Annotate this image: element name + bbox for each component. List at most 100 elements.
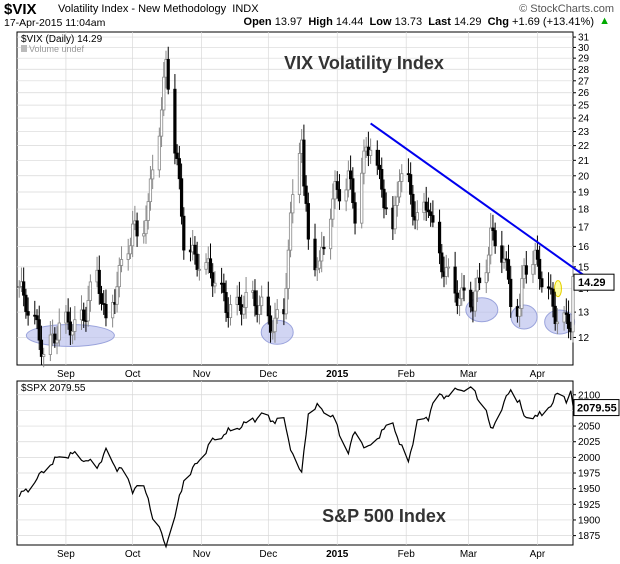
candle-body	[315, 267, 319, 271]
candle	[128, 237, 133, 259]
y-tick-label: 20	[578, 171, 590, 182]
vix-last-value-box	[573, 273, 615, 291]
candle-body	[500, 245, 504, 263]
candle	[337, 174, 342, 210]
candle	[380, 157, 384, 198]
candle-body	[182, 215, 186, 251]
candle-body	[382, 188, 386, 209]
candle-body	[564, 312, 568, 315]
candle-body	[344, 189, 348, 202]
candle	[546, 272, 551, 300]
timestamp: 17-Apr-2015 11:04am	[4, 17, 106, 29]
candle-body	[111, 302, 115, 319]
candle-body	[489, 227, 493, 256]
candle	[48, 321, 52, 362]
candle	[571, 262, 575, 343]
candle	[17, 280, 21, 298]
candle	[224, 280, 228, 322]
candle-body	[384, 207, 388, 210]
candle-body	[253, 290, 257, 307]
candle	[493, 222, 497, 254]
candle	[244, 276, 248, 319]
candle-body	[197, 268, 201, 271]
candle-body	[369, 149, 373, 156]
symbol-description: Volatility Index - New Methodology INDX	[58, 3, 259, 15]
candle	[182, 207, 186, 260]
candle	[411, 185, 415, 226]
candle	[204, 253, 208, 275]
candle-body	[351, 178, 355, 204]
candle	[431, 200, 435, 228]
candle	[173, 74, 177, 165]
candle	[148, 166, 153, 211]
candle	[119, 246, 124, 273]
candle-body	[266, 296, 270, 317]
candle-body	[437, 221, 442, 254]
y-tick-label: 22	[578, 141, 590, 152]
candle-body	[473, 290, 477, 312]
chart-header: $VIX Volatility Index - New Methodology …	[0, 0, 620, 30]
candle	[331, 183, 335, 227]
x-tick-label: Feb	[398, 549, 416, 560]
y-tick-label: 2025	[578, 437, 601, 448]
chg-value: +1.69 (+13.41%)	[512, 16, 594, 28]
candle	[549, 274, 553, 295]
candle-body	[286, 249, 290, 289]
candle	[344, 178, 348, 212]
candle	[562, 305, 566, 331]
candle	[491, 214, 495, 241]
x-tick-label: Nov	[193, 549, 211, 560]
x-tick-label: Dec	[259, 369, 277, 380]
y-tick-label: 31	[578, 33, 590, 44]
candle	[564, 298, 568, 324]
candle	[384, 192, 388, 215]
x-tick-label: Apr	[530, 369, 546, 380]
candle	[111, 294, 115, 328]
candle	[306, 192, 310, 250]
candle-body	[400, 173, 404, 182]
symbol: $VIX	[4, 1, 37, 18]
candle-body	[306, 203, 310, 240]
candle-body	[317, 260, 322, 269]
candle-body	[82, 309, 86, 321]
chg-label: Chg	[487, 16, 509, 28]
vix-annotation: VIX Volatility Index	[284, 53, 444, 73]
candle-body	[337, 189, 342, 202]
candle-body	[475, 277, 479, 292]
candle	[86, 285, 90, 327]
candle-body	[177, 158, 181, 180]
candle-body	[360, 172, 364, 224]
candle-body	[380, 169, 384, 190]
candle	[302, 124, 306, 196]
y-tick-label: 16	[578, 242, 590, 253]
candle-body	[566, 314, 571, 329]
candle-body	[26, 311, 30, 316]
candle	[333, 170, 337, 210]
candle	[395, 181, 399, 217]
candle-body	[222, 282, 226, 293]
candle-body	[22, 281, 26, 296]
candle	[82, 302, 86, 328]
candle	[71, 324, 75, 345]
candle	[502, 245, 506, 269]
candle-body	[115, 286, 119, 305]
candle-body	[397, 181, 402, 198]
candle-body	[431, 215, 435, 223]
candle-body	[535, 249, 540, 260]
candle-body	[304, 185, 308, 204]
x-tick-label: Mar	[460, 549, 478, 560]
candle-body	[322, 246, 326, 250]
candle	[509, 265, 513, 318]
candle	[369, 138, 373, 164]
candle	[409, 162, 413, 205]
candle	[275, 299, 279, 324]
candle	[88, 274, 92, 312]
description-text: Volatility Index - New Methodology	[58, 3, 227, 15]
y-tick-label: 25	[578, 101, 590, 112]
candle	[540, 271, 544, 293]
candle	[37, 305, 41, 350]
candle	[520, 265, 524, 317]
candle	[73, 306, 77, 341]
y-tick-label: 27	[578, 76, 590, 87]
candle	[335, 171, 339, 199]
